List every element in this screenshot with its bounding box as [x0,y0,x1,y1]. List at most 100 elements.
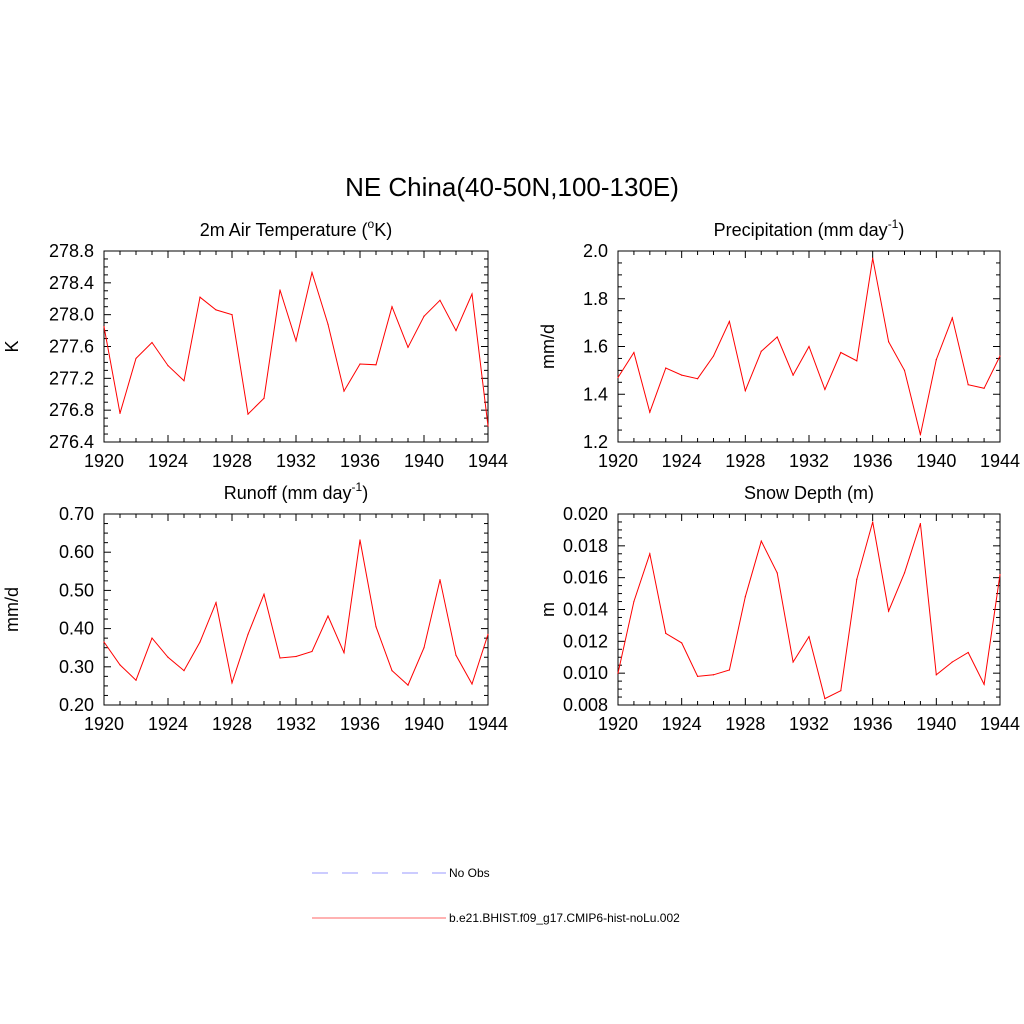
x-tick-label: 1932 [276,714,316,734]
data-point [247,413,249,415]
y-axis-label: K [2,340,22,352]
y-tick-label: 277.2 [49,368,94,388]
x-tick-label: 1920 [598,714,638,734]
x-tick-label: 1936 [853,451,893,471]
x-tick-label: 1920 [84,714,124,734]
data-point [487,425,489,427]
data-point [967,384,969,386]
data-point [151,637,153,639]
y-tick-label: 0.008 [563,695,608,715]
data-point [359,363,361,365]
panel-2: 1920 1924 1928 1932 1936 1940 1944 0.20 0.30 0.40… [2,480,508,734]
data-point [439,299,441,301]
data-point [439,579,441,581]
data-point [119,664,121,666]
data-point [199,641,201,643]
x-tick-label: 1924 [148,714,188,734]
legend: No Obs b.e21.BHIST.f09_g17.CMIP6-hist-no… [312,866,680,925]
data-point [681,642,683,644]
data-point [999,573,1001,576]
data-point [760,540,762,542]
data-point [375,626,377,628]
y-tick-label: 0.60 [59,542,94,562]
data-point [279,289,281,291]
data-point [359,539,361,541]
data-point [311,271,313,274]
data-point [887,341,890,343]
data-point [824,388,826,391]
y-tick-label: 0.010 [563,663,608,683]
series-line [103,539,489,686]
data-point [391,306,393,308]
figure-title: NE China(40-50N,100-130E) [345,172,679,202]
y-tick-label: 0.014 [563,600,608,620]
data-point [633,351,635,354]
data-point [103,641,105,643]
data-point [712,674,715,676]
data-point [792,374,794,376]
data-point [215,309,217,311]
data-point [231,682,233,684]
x-tick-label: 1944 [468,451,508,471]
data-point [856,578,858,580]
y-tick-label: 1.2 [583,432,608,452]
y-tick-label: 0.020 [563,504,608,524]
x-tick-label: 1920 [84,451,124,471]
data-point [999,355,1001,357]
x-tick-label: 1928 [725,714,765,734]
data-point [760,350,762,352]
data-point [983,387,985,389]
y-tick-label: 0.30 [59,657,94,677]
x-tick-label: 1932 [789,714,829,734]
data-point [617,376,619,379]
x-tick-label: 1920 [598,451,638,471]
y-tick-label: 2.0 [583,241,608,261]
y-axis-label: m [538,602,558,617]
panel-title: Snow Depth (m) [744,483,874,503]
data-point [840,690,842,692]
data-point [696,675,699,677]
data-point [935,674,937,676]
data-point [808,635,810,638]
data-point [983,683,985,685]
x-tick-label: 1944 [468,714,508,734]
data-point [279,657,281,659]
data-point [808,345,810,348]
plot-frame [617,513,1001,706]
x-tick-label: 1932 [789,451,829,471]
data-point [119,412,121,414]
data-point [744,390,746,392]
y-axis-label: mm/d [538,324,558,369]
data-point [423,647,425,649]
data-point [776,572,778,574]
data-point [199,296,201,298]
data-point [407,684,409,686]
panel-3: 1920 1924 1928 1932 1936 1940 1944 0.008 0.010 0.… [538,483,1020,734]
data-point [649,553,651,555]
panel-title: Runoff (mm day-1) [224,480,368,503]
series-line [617,521,1001,700]
panel-title: 2m Air Temperature (oK) [200,217,392,240]
data-point [215,602,217,604]
data-point [903,572,906,574]
y-tick-label: 276.8 [49,400,94,420]
data-point [455,654,457,656]
y-tick-label: 1.4 [583,384,608,404]
y-tick-label: 0.20 [59,695,94,715]
data-point [391,670,393,672]
data-point [919,434,922,436]
y-tick-label: 278.4 [49,273,94,293]
plot-frame [103,513,489,706]
data-point [311,650,313,653]
data-point [167,656,169,658]
data-point [375,364,377,366]
x-tick-label: 1928 [212,714,252,734]
x-tick-label: 1944 [980,451,1020,471]
x-tick-label: 1924 [148,451,188,471]
x-tick-label: 1940 [404,451,444,471]
data-point [295,340,297,342]
x-tick-label: 1936 [853,714,893,734]
y-tick-label: 276.4 [49,432,94,452]
y-tick-label: 0.018 [563,536,608,556]
